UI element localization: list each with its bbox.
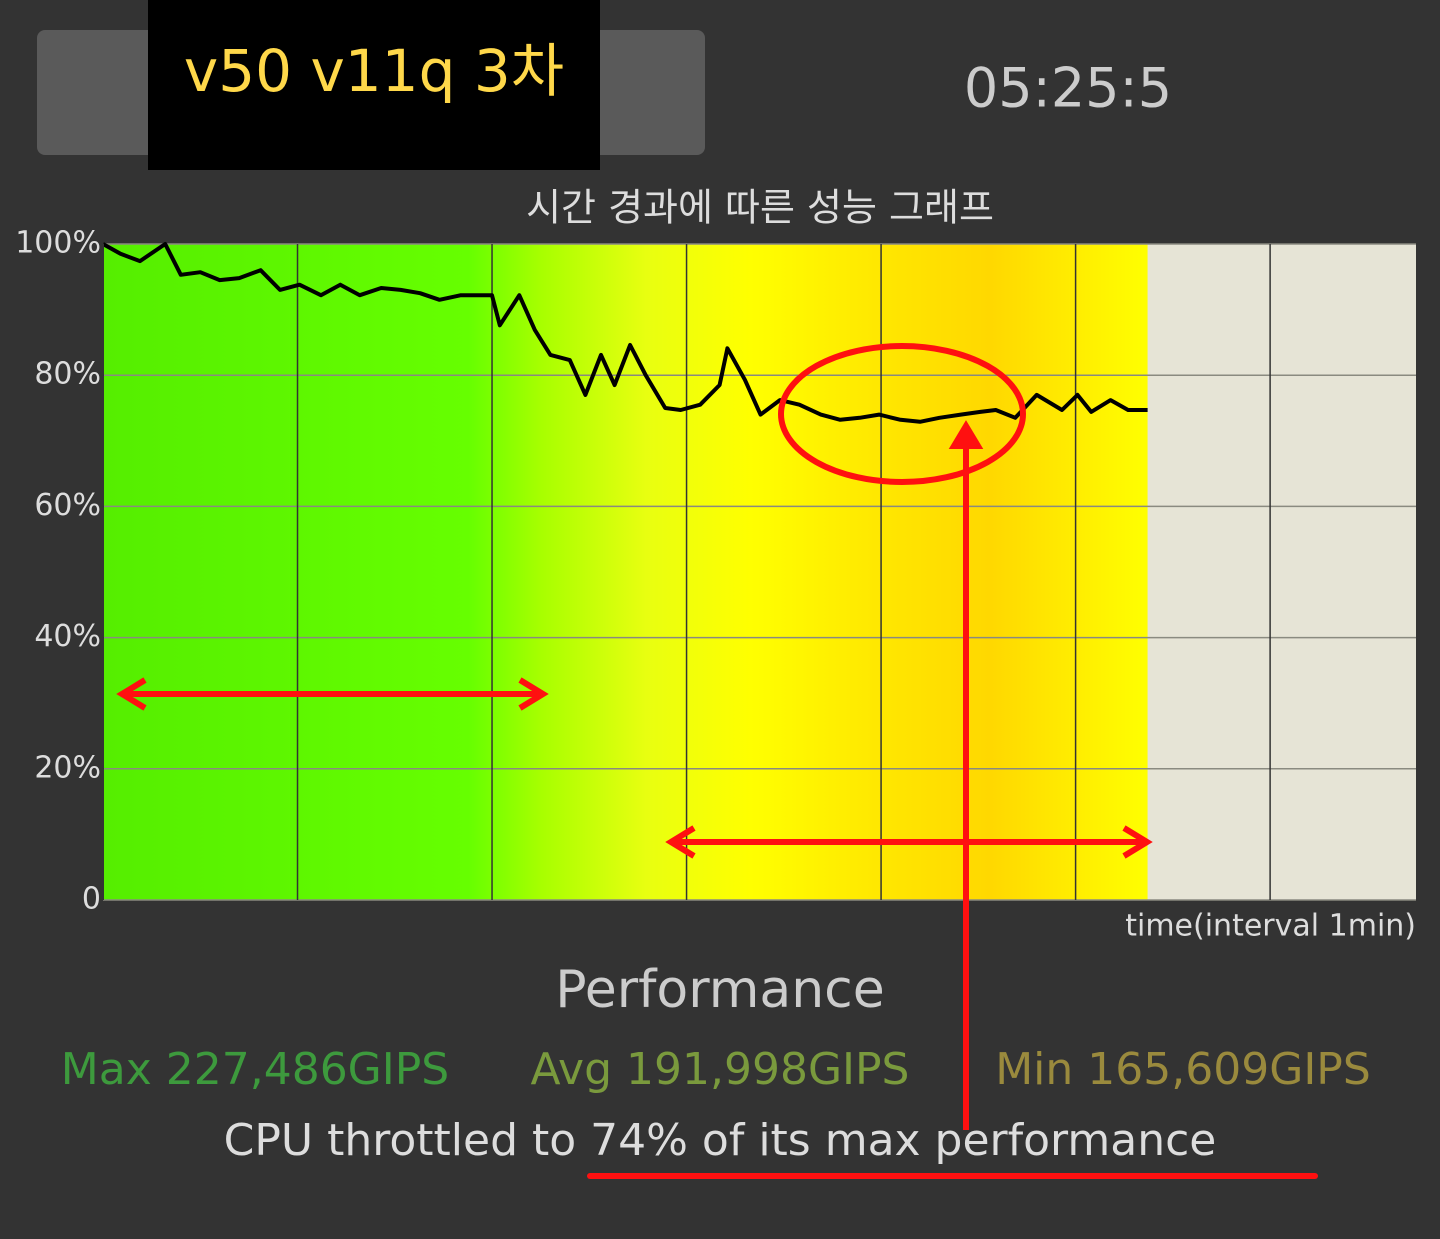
performance-line: [102, 242, 1148, 424]
y-tick-label: 0: [82, 882, 101, 917]
y-tick-label: 60%: [34, 488, 101, 523]
y-tick-label: 40%: [34, 619, 101, 654]
arrow-heads: [116, 677, 549, 711]
caption: CPU throttled to 74% of its max performa…: [224, 1115, 1217, 1166]
overlay-label: v50 v11q 3차: [184, 37, 564, 105]
chart-title: 시간 경과에 따른 성능 그래프: [526, 186, 994, 230]
annotations: [116, 343, 1318, 1179]
arrow-heads: [665, 825, 1153, 859]
clock: 05:25:5: [964, 57, 1172, 120]
pointer-head: [948, 420, 984, 449]
highlight-ellipse: [778, 343, 1026, 485]
x-axis-label: time(interval 1min): [1125, 909, 1416, 944]
y-tick-label: 80%: [34, 357, 101, 392]
y-tick-label: 100%: [15, 226, 101, 261]
stat-avg: Avg 191,998GIPS: [531, 1044, 910, 1095]
stats-heading: Performance: [555, 960, 885, 1020]
plot: [102, 242, 1416, 901]
stat-min: Min 165,609GIPS: [995, 1044, 1371, 1095]
label-box: [148, 0, 600, 170]
heat-fill: [103, 244, 1148, 900]
stat-max: Max 227,486GIPS: [61, 1044, 449, 1095]
y-tick-label: 20%: [34, 750, 101, 785]
